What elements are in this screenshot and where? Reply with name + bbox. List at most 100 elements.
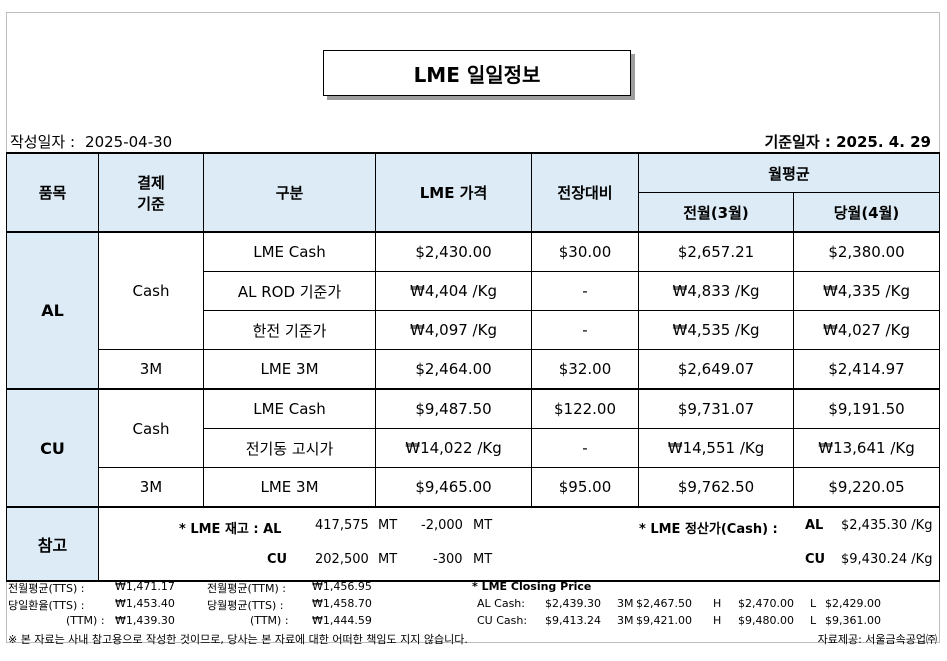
header-settle-line1: 결제 — [137, 173, 165, 192]
prev-avg-tts-value: ₩1,471.17 — [115, 580, 175, 593]
prev-avg-cell: ₩14,551 /Kg — [638, 428, 794, 468]
curr-avg-cell: $2,380.00 — [793, 231, 940, 272]
curr-avg-cell: ₩4,335 /Kg — [793, 271, 940, 311]
price-cell: ₩4,097 /Kg — [375, 310, 532, 350]
cu-cash-value: $9,413.24 — [545, 614, 601, 627]
table-row: CU Cash LME Cash $9,487.50 $122.00 $9,73… — [6, 388, 940, 508]
al-low-label: L — [810, 597, 817, 610]
product-cu: CU — [6, 388, 99, 508]
cu-high-value: $9,480.00 — [738, 614, 794, 627]
cu-low-label: L — [810, 614, 817, 627]
al-cash-value: $2,439.30 — [545, 597, 601, 610]
today-rate-tts-label: 당일환율(TTS) : — [8, 599, 85, 612]
prev-avg-ttm-label: 전월평균(TTM) : — [207, 582, 287, 595]
settle-al-value: $2,435.30 /Kg — [841, 518, 933, 533]
prev-avg-ttm-value: ₩1,456.95 — [312, 580, 372, 593]
today-rate-ttm-value: ₩1,439.30 — [115, 614, 175, 627]
category-cell: LME Cash — [203, 388, 376, 429]
cu-cash-label: CU Cash: — [477, 614, 528, 627]
al-high-label: H — [713, 597, 722, 610]
stock-cu-unit: MT — [378, 552, 398, 567]
header-settle-line2: 기준 — [137, 194, 165, 213]
curr-avg-cell: $9,220.05 — [793, 467, 940, 508]
closing-price-title: * LME Closing Price — [472, 580, 592, 593]
price-cell: $2,464.00 — [375, 349, 532, 390]
prev-avg-cell: $9,762.50 — [638, 467, 794, 508]
stock-al-qty: 417,575 — [315, 518, 369, 533]
curr-avg-cell: $9,191.50 — [793, 388, 940, 429]
table-row: 3M LME 3M $2,464.00 $32.00 $2,649.07 $2,… — [7, 349, 940, 390]
today-rate-tts-value: ₩1,453.40 — [115, 597, 175, 610]
settle-cash: Cash — [98, 231, 204, 350]
category-cell: LME Cash — [203, 231, 376, 272]
header-prev-month: 전월(3월) — [638, 192, 794, 233]
stock-cu-change: -300 — [433, 552, 463, 567]
stock-al-change: -2,000 — [421, 518, 463, 533]
category-cell: AL ROD 기준가 — [203, 271, 376, 311]
data-source: 자료제공: 서울금속공업㈜ — [817, 633, 937, 646]
prev-avg-cell: $9,731.07 — [638, 388, 794, 429]
category-cell: LME 3M — [203, 467, 376, 508]
curr-avg-cell: ₩4,027 /Kg — [793, 310, 940, 350]
stock-al-change-unit: MT — [473, 518, 493, 533]
header-change: 전장대비 — [531, 152, 639, 233]
cu-high-label: H — [713, 614, 722, 627]
settle-al-label: AL — [805, 518, 824, 533]
change-cell: $122.00 — [531, 388, 639, 429]
prev-avg-cell: ₩4,535 /Kg — [638, 310, 794, 350]
al-high-value: $2,470.00 — [738, 597, 794, 610]
page-title: LME 일일정보 — [323, 50, 631, 96]
price-cell: $9,465.00 — [375, 467, 532, 508]
header-monthly-avg: 월평균 — [638, 152, 940, 193]
settle-price-label: * LME 정산가(Cash) : — [639, 522, 778, 537]
reference-label: 참고 — [6, 506, 99, 582]
header-lme-price: LME 가격 — [375, 152, 532, 233]
settle-3m: 3M — [98, 467, 204, 508]
price-cell: ₩14,022 /Kg — [375, 428, 532, 468]
reference-content: * LME 재고 : AL 417,575 MT -2,000 MT CU 20… — [98, 506, 940, 582]
product-al: AL — [6, 231, 99, 390]
change-cell: $30.00 — [531, 231, 639, 272]
written-date-value: 2025-04-30 — [85, 133, 173, 151]
stock-cu-label: CU — [267, 552, 288, 567]
base-date: 기준일자 : 2025. 4. 29 — [764, 133, 931, 151]
price-cell: $2,430.00 — [375, 231, 532, 272]
change-cell: $95.00 — [531, 467, 639, 508]
settle-cu-label: CU — [805, 552, 826, 567]
al-3m-label: 3M — [617, 597, 634, 610]
stock-cu-qty: 202,500 — [315, 552, 369, 567]
al-cash-label: AL Cash: — [477, 597, 525, 610]
table-row: AL Cash LME Cash $2,430.00 $30.00 $2,657… — [6, 231, 940, 390]
today-rate-ttm-label: (TTM) : — [66, 614, 105, 627]
this-avg-tts-value: ₩1,458.70 — [312, 597, 372, 610]
change-cell: - — [531, 310, 639, 350]
cu-3m-value: $9,421.00 — [636, 614, 692, 627]
curr-avg-cell: ₩13,641 /Kg — [793, 428, 940, 468]
this-avg-ttm-label: (TTM) : — [250, 614, 289, 627]
settle-cash: Cash — [98, 388, 204, 468]
al-3m-value: $2,467.50 — [636, 597, 692, 610]
curr-avg-cell: $2,414.97 — [793, 349, 940, 390]
this-avg-ttm-value: ₩1,444.59 — [312, 614, 372, 627]
change-cell: - — [531, 428, 639, 468]
disclaimer: ※ 본 자료는 사내 참고용으로 작성한 것이므로, 당사는 본 자료에 대한 … — [8, 633, 468, 646]
cu-low-value: $9,361.00 — [825, 614, 881, 627]
prev-avg-tts-label: 전월평균(TTS) : — [8, 582, 85, 595]
category-cell: LME 3M — [203, 349, 376, 390]
cu-3m-label: 3M — [617, 614, 634, 627]
al-low-value: $2,429.00 — [825, 597, 881, 610]
header-item: 품목 — [6, 152, 99, 233]
header-this-month: 당월(4월) — [793, 192, 940, 233]
stock-cu-change-unit: MT — [473, 552, 493, 567]
category-cell: 전기동 고시가 — [203, 428, 376, 468]
prev-avg-cell: $2,649.07 — [638, 349, 794, 390]
category-cell: 한전 기준가 — [203, 310, 376, 350]
prev-avg-cell: $2,657.21 — [638, 231, 794, 272]
table-row: 전기동 고시가 ₩14,022 /Kg - ₩14,551 /Kg ₩13,64… — [7, 428, 940, 468]
written-date: 작성일자 : 2025-04-30 — [10, 131, 172, 152]
settle-3m: 3M — [98, 349, 204, 390]
header-category: 구분 — [203, 152, 376, 233]
prev-avg-cell: ₩4,833 /Kg — [638, 271, 794, 311]
stock-al-unit: MT — [378, 518, 398, 533]
